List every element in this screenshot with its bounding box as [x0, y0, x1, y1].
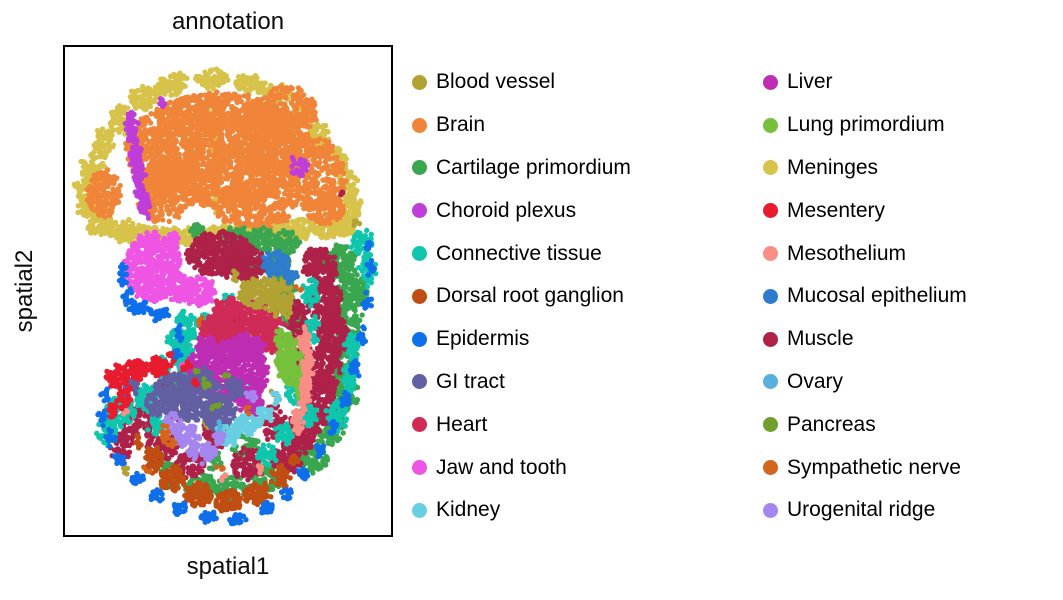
legend-marker-icon — [763, 74, 778, 90]
legend-marker-icon — [412, 374, 427, 390]
legend-label: Heart — [436, 412, 488, 436]
legend-item: Mesothelium — [763, 232, 967, 275]
legend-item: Jaw and tooth — [412, 446, 631, 489]
legend-label: Jaw and tooth — [436, 455, 567, 479]
legend-label: Mesentery — [787, 198, 886, 222]
legend-item: Epidermis — [412, 318, 631, 361]
legend-item: Heart — [412, 403, 631, 446]
legend-label: Dorsal root ganglion — [436, 284, 624, 308]
legend-marker-icon — [412, 417, 427, 433]
legend-marker-icon — [412, 117, 427, 133]
legend-label: Cartilage primordium — [436, 155, 631, 179]
x-axis-label: spatial1 — [186, 553, 270, 580]
legend-item: Sympathetic nerve — [763, 446, 967, 489]
legend-item: Lung primordium — [763, 104, 967, 147]
legend-column-2: Liver Lung primordium Meninges Mesentery Mes… — [763, 61, 967, 532]
legend-marker-icon — [763, 203, 778, 219]
legend-item: Brain — [412, 104, 631, 147]
legend-item: Kidney — [412, 489, 631, 532]
legend-item: Urogenital ridge — [763, 489, 967, 532]
legend-marker-icon — [763, 460, 778, 476]
legend-item: Pancreas — [763, 403, 967, 446]
legend-label: Urogenital ridge — [787, 498, 936, 522]
legend-column-1: Blood vessel Brain Cartilage primordium Cho… — [412, 61, 631, 532]
y-axis-label: spatial2 — [11, 249, 38, 333]
legend-item: Mucosal epithelium — [763, 275, 967, 318]
legend-label: Connective tissue — [436, 241, 602, 265]
legend-label: Mesothelium — [787, 241, 907, 265]
legend-label: Ovary — [787, 369, 844, 393]
legend-item: Blood vessel — [412, 61, 631, 104]
legend-item: Dorsal root ganglion — [412, 275, 631, 318]
legend-label: Pancreas — [787, 412, 876, 436]
legend-item: Choroid plexus — [412, 189, 631, 232]
legend-marker-icon — [763, 160, 778, 176]
legend-label: Lung primordium — [787, 113, 945, 137]
legend-item: Liver — [763, 61, 967, 104]
legend-marker-icon — [412, 502, 427, 518]
legend-label: Blood vessel — [436, 70, 556, 94]
legend-label: Brain — [436, 113, 486, 137]
legend-label: Liver — [787, 70, 833, 94]
legend-label: Muscle — [787, 327, 854, 351]
legend-label: Mucosal epithelium — [787, 284, 967, 308]
legend-item: Mesentery — [763, 189, 967, 232]
legend-label: Sympathetic nerve — [787, 455, 961, 479]
legend-marker-icon — [763, 502, 778, 518]
legend-item: Cartilage primordium — [412, 147, 631, 190]
legend-label: Meninges — [787, 155, 879, 179]
plot-frame — [63, 45, 393, 537]
legend-marker-icon — [412, 288, 427, 304]
legend-marker-icon — [412, 331, 427, 347]
legend-item: Muscle — [763, 318, 967, 361]
legend-marker-icon — [763, 246, 778, 262]
legend-item: Connective tissue — [412, 232, 631, 275]
legend-item: Ovary — [763, 361, 967, 404]
legend-marker-icon — [412, 160, 427, 176]
legend-marker-icon — [763, 331, 778, 347]
legend-marker-icon — [763, 117, 778, 133]
legend-label: Epidermis — [436, 327, 530, 351]
legend-marker-icon — [763, 417, 778, 433]
legend-marker-icon — [412, 74, 427, 90]
legend-marker-icon — [412, 246, 427, 262]
legend-item: Meninges — [763, 147, 967, 190]
legend-item: GI tract — [412, 361, 631, 404]
legend-marker-icon — [412, 460, 427, 476]
plot-title: annotation — [171, 8, 285, 35]
legend-label: GI tract — [436, 369, 505, 393]
legend-marker-icon — [763, 288, 778, 304]
scatter-plot-canvas — [65, 47, 391, 535]
legend-label: Choroid plexus — [436, 198, 577, 222]
legend-label: Kidney — [436, 498, 501, 522]
legend-marker-icon — [763, 374, 778, 390]
legend-marker-icon — [412, 203, 427, 219]
